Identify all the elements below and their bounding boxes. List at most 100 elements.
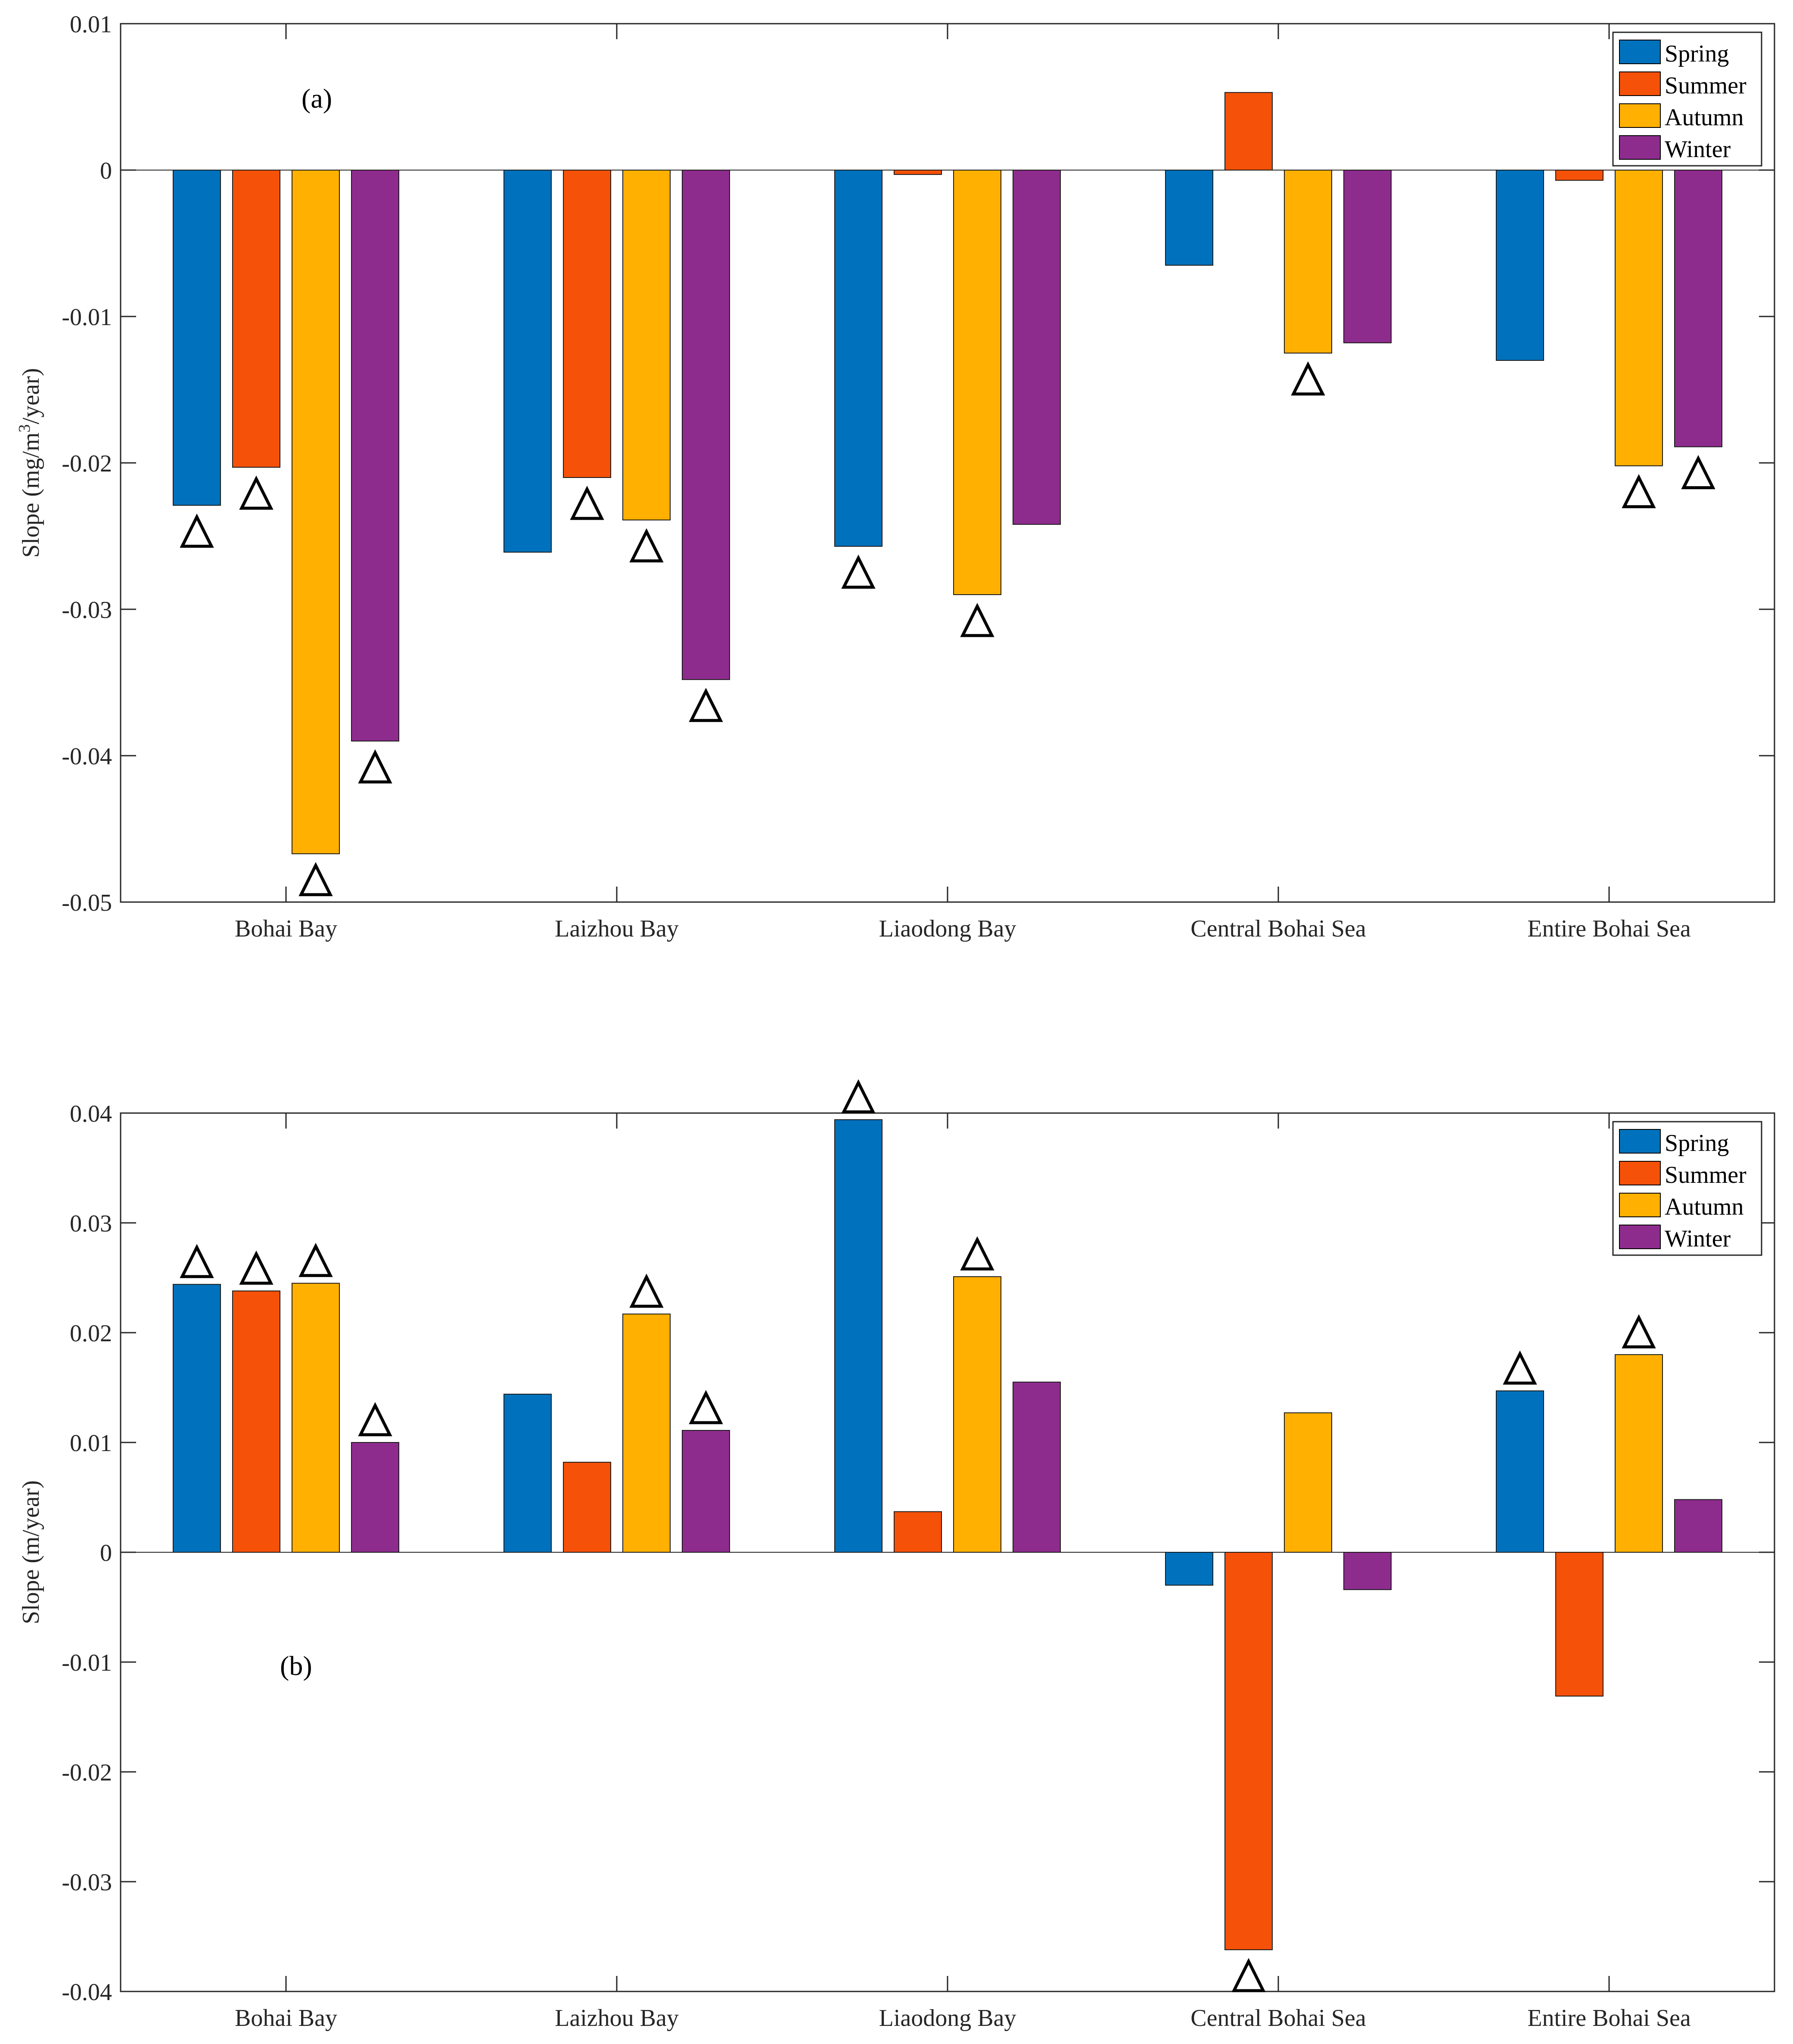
bar-spring-entire-bohai-sea <box>1496 1390 1544 1553</box>
bar-autumn-entire-bohai-sea <box>1615 1354 1663 1553</box>
panel-a-x-ticks: Bohai Bay Laizhou Bay Liaodong Bay Central … <box>235 24 1691 942</box>
y-tick-label: -0.01 <box>62 1650 112 1676</box>
y-tick-label: -0.04 <box>62 743 112 770</box>
bar-autumn-central-bohai-sea <box>1284 1412 1332 1553</box>
panel-b-x-ticks: Bohai Bay Laizhou Bay Liaodong Bay Central … <box>235 1113 1691 2032</box>
bar-winter-laizhou-bay <box>682 170 730 680</box>
panel-b-legend: Spring Summer Autumn Winter <box>1612 1121 1762 1256</box>
y-tick-label: -0.04 <box>62 1979 112 2006</box>
significance-marker <box>180 513 214 548</box>
x-tick-label-liaodong-bay: Liaodong Bay <box>879 2005 1016 2032</box>
x-tick-label-central-bohai-sea: Central Bohai Sea <box>1190 915 1366 942</box>
y-tick-label: -0.03 <box>62 597 112 623</box>
bar-winter-liaodong-bay <box>1013 1381 1061 1553</box>
panel-b: 0.04 0.03 0.02 0.01 0 -0.01 -0.02 -0.03 -0.04 Bo… <box>18 1079 1775 2032</box>
y-tick-label: -0.03 <box>62 1869 112 1896</box>
significance-marker <box>239 1250 273 1285</box>
legend-label-winter: Winter <box>1665 136 1731 163</box>
legend-label-autumn: Autumn <box>1665 1194 1744 1220</box>
bar-summer-liaodong-bay <box>894 170 942 175</box>
bar-winter-central-bohai-sea <box>1343 170 1392 344</box>
y-tick-label: -0.01 <box>62 304 112 331</box>
bar-winter-entire-bohai-sea <box>1674 170 1722 447</box>
significance-marker <box>841 554 876 589</box>
y-tick-label: 0.02 <box>70 1320 112 1347</box>
significance-marker <box>841 1079 876 1113</box>
bar-winter-central-bohai-sea <box>1343 1552 1392 1590</box>
legend-swatch-winter <box>1619 135 1661 160</box>
significance-marker <box>1622 1314 1656 1349</box>
bar-summer-bohai-bay <box>232 1290 280 1553</box>
bar-winter-bohai-bay <box>351 170 399 741</box>
panel-b-y-ticks: 0.04 0.03 0.02 0.01 0 -0.01 -0.02 -0.03 -0.04 <box>62 1101 1774 2006</box>
panel-b-bars <box>173 1079 1722 1992</box>
y-tick-label: 0 <box>100 158 112 184</box>
legend-swatch-autumn <box>1619 1193 1661 1217</box>
significance-marker <box>1291 361 1325 396</box>
bar-spring-bohai-bay <box>173 1284 221 1553</box>
bar-autumn-central-bohai-sea <box>1284 170 1332 354</box>
bar-spring-bohai-bay <box>173 170 221 506</box>
legend-label-spring: Spring <box>1665 40 1729 67</box>
bar-autumn-bohai-bay <box>292 170 340 854</box>
bar-autumn-liaodong-bay <box>953 1276 1001 1553</box>
bar-summer-central-bohai-sea <box>1224 92 1273 171</box>
legend-label-summer: Summer <box>1665 1162 1746 1188</box>
bar-winter-entire-bohai-sea <box>1674 1499 1722 1553</box>
y-tick-label: -0.05 <box>62 890 112 916</box>
significance-marker <box>298 1243 333 1277</box>
legend-swatch-summer <box>1619 1161 1661 1185</box>
y-tick-label: -0.02 <box>62 1759 112 1786</box>
bar-autumn-bohai-bay <box>292 1283 340 1553</box>
legend-label-spring: Spring <box>1665 1130 1729 1157</box>
legend-swatch-spring <box>1619 1129 1661 1154</box>
x-tick-label-entire-bohai-sea: Entire Bohai Sea <box>1527 2005 1691 2032</box>
y-tick-label: 0.03 <box>70 1210 112 1237</box>
significance-marker <box>1681 455 1715 490</box>
panel-a-y-axis-title: Slope (mg/m3/year) <box>16 368 44 558</box>
significance-marker <box>629 528 664 563</box>
significance-marker <box>358 749 392 784</box>
bar-spring-entire-bohai-sea <box>1496 170 1544 361</box>
bar-spring-laizhou-bay <box>503 1393 552 1553</box>
significance-marker <box>1503 1350 1537 1385</box>
panel-b-y-axis-title: Slope (m/year) <box>18 1480 44 1624</box>
bar-summer-central-bohai-sea <box>1224 1552 1273 1951</box>
bar-summer-laizhou-bay <box>563 1461 611 1553</box>
legend-label-winter: Winter <box>1665 1225 1731 1252</box>
y-tick-label: 0.01 <box>70 1430 112 1457</box>
bar-summer-entire-bohai-sea <box>1555 170 1603 181</box>
significance-marker <box>570 486 604 520</box>
legend-label-summer: Summer <box>1665 72 1746 99</box>
bar-summer-entire-bohai-sea <box>1555 1552 1603 1697</box>
panel-a-legend: Spring Summer Autumn Winter <box>1612 31 1762 167</box>
panel-a-bars <box>173 92 1722 896</box>
panel-b-label: (b) <box>280 1650 312 1681</box>
bar-spring-central-bohai-sea <box>1165 1552 1213 1586</box>
y-tick-label: 0.04 <box>70 1101 112 1127</box>
y-tick-label: 0 <box>100 1540 112 1566</box>
bar-autumn-laizhou-bay <box>622 1313 671 1553</box>
x-tick-label-entire-bohai-sea: Entire Bohai Sea <box>1527 915 1691 942</box>
x-tick-label-bohai-bay: Bohai Bay <box>235 915 337 942</box>
significance-marker <box>960 1236 994 1271</box>
x-tick-label-central-bohai-sea: Central Bohai Sea <box>1190 2005 1366 2032</box>
bar-autumn-liaodong-bay <box>953 170 1001 595</box>
significance-marker <box>629 1273 664 1308</box>
x-tick-label-liaodong-bay: Liaodong Bay <box>879 915 1016 942</box>
x-tick-label-bohai-bay: Bohai Bay <box>235 2005 337 2032</box>
legend-label-autumn: Autumn <box>1665 104 1744 131</box>
significance-marker <box>689 1390 723 1424</box>
bar-spring-liaodong-bay <box>834 1119 883 1553</box>
bar-summer-bohai-bay <box>232 170 280 468</box>
significance-marker <box>689 688 723 722</box>
bar-autumn-entire-bohai-sea <box>1615 170 1663 466</box>
significance-marker <box>960 603 994 637</box>
bar-winter-bohai-bay <box>351 1442 399 1553</box>
panel-a: 0.01 0 -0.01 -0.02 -0.03 -0.04 -0.05 Bohai Bay… <box>16 11 1775 942</box>
legend-swatch-winter <box>1619 1225 1661 1249</box>
bar-summer-liaodong-bay <box>894 1511 942 1553</box>
significance-marker <box>298 862 333 896</box>
y-tick-label: 0.01 <box>70 11 112 38</box>
bar-winter-liaodong-bay <box>1013 170 1061 525</box>
